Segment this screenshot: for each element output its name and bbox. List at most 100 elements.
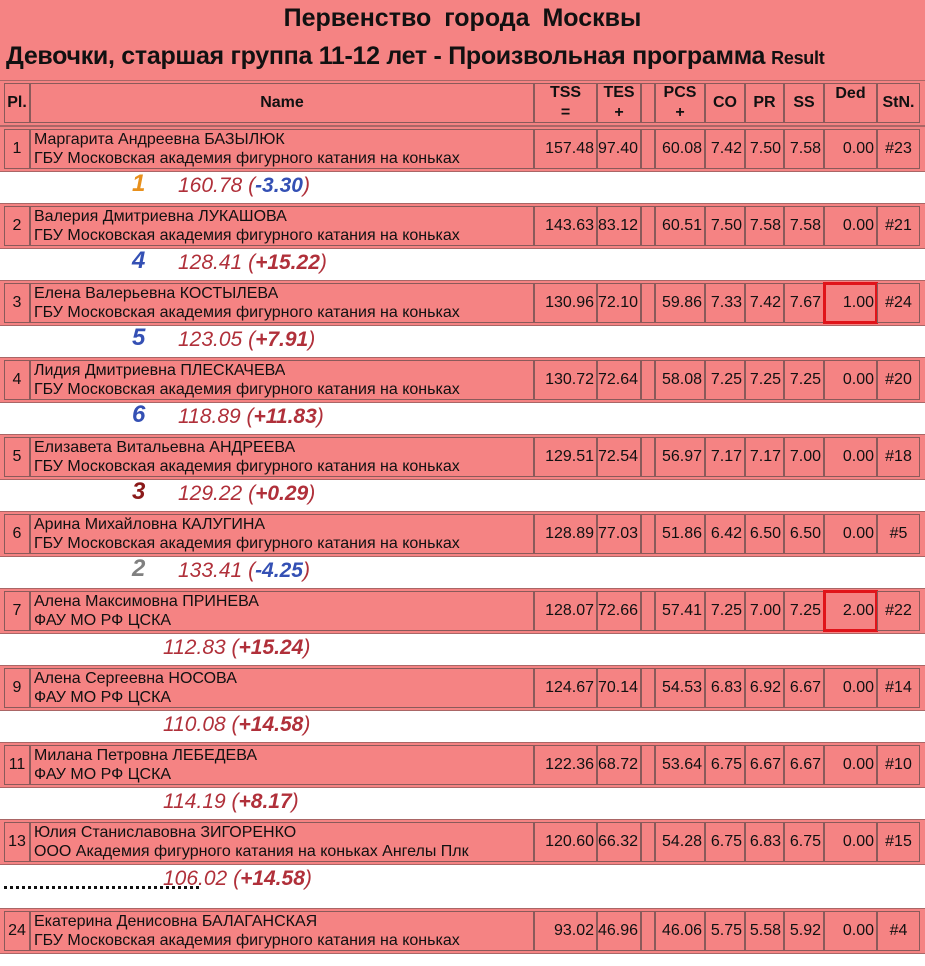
header-pcs: PCS + — [655, 83, 705, 123]
score-delta: +7.91 — [255, 328, 309, 351]
pcs-cell: 46.06 — [655, 911, 705, 951]
stn-cell: #14 — [877, 668, 920, 708]
co-cell: 6.75 — [705, 822, 745, 862]
pcs-cell: 56.97 — [655, 437, 705, 477]
name-cell: Лидия Дмитриевна ПЛЕСКАЧЕВА ГБУ Московск… — [30, 360, 534, 400]
co-cell: 7.25 — [705, 591, 745, 631]
ss-cell: 7.25 — [784, 360, 824, 400]
stn-cell: #5 — [877, 514, 920, 554]
skater-name: Екатерина Денисовна БАЛАГАНСКАЯ — [34, 913, 318, 930]
score-text: 110.08 (+14.58) — [163, 713, 311, 736]
skater-name: Алена Сергеевна НОСОВА — [34, 670, 237, 687]
tss-cell: 143.63 — [534, 206, 597, 246]
tss-cell: 130.72 — [534, 360, 597, 400]
table-row: 24 Екатерина Денисовна БАЛАГАНСКАЯ ГБУ М… — [0, 908, 925, 954]
score-delta: +0.29 — [255, 482, 309, 505]
stn-cell: #10 — [877, 745, 920, 785]
tss-cell: 122.36 — [534, 745, 597, 785]
place-cell: 1 — [4, 129, 30, 169]
score-annotation: 114.19 (+8.17) — [0, 788, 925, 818]
rank-number: 1 — [132, 170, 146, 197]
ss-cell: 7.25 — [784, 591, 824, 631]
spacer-cell — [641, 437, 655, 477]
skater-name: Арина Михайловна КАЛУГИНА — [34, 516, 266, 533]
ded-cell: 0.00 — [824, 437, 877, 477]
name-cell: Алена Сергеевна НОСОВА ФАУ МО РФ ЦСКА — [30, 668, 534, 708]
header-pl: Pl. — [4, 83, 30, 123]
score-annotation: 6 118.89 (+11.83) — [0, 401, 925, 433]
co-cell: 7.25 — [705, 360, 745, 400]
header-co: CO — [705, 83, 745, 123]
score-text: 160.78 (-3.30) — [178, 174, 310, 197]
stn-cell: #22 — [877, 591, 920, 631]
tss-cell: 129.51 — [534, 437, 597, 477]
header-tss-sub: = — [560, 104, 571, 121]
skater-name: Елизавета Витальевна АНДРЕЕВА — [34, 439, 296, 456]
score-value: 129.22 — [178, 482, 243, 505]
stn-cell: #20 — [877, 360, 920, 400]
score-text: 128.41 (+15.22) — [178, 251, 327, 274]
skater-name: Валерия Дмитриевна ЛУКАШОВА — [34, 208, 287, 225]
ss-cell: 6.67 — [784, 745, 824, 785]
ded-cell: 2.00 — [823, 590, 878, 632]
skater-name: Милана Петровна ЛЕБЕДЕВА — [34, 747, 258, 764]
score-value: 118.89 — [178, 405, 241, 428]
stn-cell: #4 — [877, 911, 920, 951]
table-row: 2 Валерия Дмитриевна ЛУКАШОВА ГБУ Москов… — [0, 203, 925, 249]
rank-number: 6 — [132, 401, 146, 428]
spacer-cell — [641, 360, 655, 400]
ded-cell: 0.00 — [824, 745, 877, 785]
pcs-cell: 59.86 — [655, 283, 705, 323]
score-annotation: 112.83 (+15.24) — [0, 634, 925, 664]
spacer-cell — [641, 745, 655, 785]
skater-name: Елена Валерьевна КОСТЫЛЕВА — [34, 285, 279, 302]
header-tss-label: TSS — [549, 84, 582, 101]
score-annotation: 4 128.41 (+15.22) — [0, 247, 925, 279]
table-row: 7 Алена Максимовна ПРИНЕВА ФАУ МО РФ ЦСК… — [0, 588, 925, 634]
score-text: 133.41 (-4.25) — [178, 559, 310, 582]
club-name: ФАУ МО РФ ЦСКА — [34, 612, 172, 629]
ss-cell: 7.58 — [784, 129, 824, 169]
ded-cell: 1.00 — [823, 282, 878, 324]
header-name-label: Name — [260, 94, 304, 111]
club-name: ФАУ МО РФ ЦСКА — [34, 766, 172, 783]
stn-cell: #24 — [877, 283, 920, 323]
score-delta: -3.30 — [255, 174, 303, 197]
tes-cell: 66.32 — [597, 822, 641, 862]
co-cell: 7.50 — [705, 206, 745, 246]
spacer-cell — [641, 129, 655, 169]
score-text: 129.22 (+0.29) — [178, 482, 316, 505]
title-band: Первенство города Москвы Девочки, старша… — [0, 0, 925, 80]
tes-cell: 72.66 — [597, 591, 641, 631]
score-value: 114.19 — [163, 790, 226, 813]
co-cell: 6.75 — [705, 745, 745, 785]
tss-cell: 157.48 — [534, 129, 597, 169]
name-cell: Маргарита Андреевна БАЗЫЛЮК ГБУ Московск… — [30, 129, 534, 169]
header-tss: TSS = — [534, 83, 597, 123]
ded-cell: 0.00 — [824, 911, 877, 951]
co-cell: 7.42 — [705, 129, 745, 169]
header-pcs-label: PCS — [663, 84, 697, 101]
ded-cell: 0.00 — [824, 822, 877, 862]
score-text: 123.05 (+7.91) — [178, 328, 316, 351]
header-name: Name — [30, 83, 534, 123]
header-tes-sub: + — [614, 104, 624, 121]
ss-cell: 7.67 — [784, 283, 824, 323]
pcs-cell: 53.64 — [655, 745, 705, 785]
table-row: 6 Арина Михайловна КАЛУГИНА ГБУ Московск… — [0, 511, 925, 557]
pr-cell: 6.83 — [745, 822, 784, 862]
spacer-cell — [641, 591, 655, 631]
table-header: Pl. Name TSS = TES + PCS + CO PR SS Ded StN… — [0, 80, 925, 126]
table-row: 11 Милана Петровна ЛЕБЕДЕВА ФАУ МО РФ ЦС… — [0, 742, 925, 788]
club-name: ФАУ МО РФ ЦСКА — [34, 689, 172, 706]
name-cell: Арина Михайловна КАЛУГИНА ГБУ Московская… — [30, 514, 534, 554]
name-cell: Валерия Дмитриевна ЛУКАШОВА ГБУ Московск… — [30, 206, 534, 246]
score-delta: -4.25 — [255, 559, 303, 582]
tes-cell: 97.40 — [597, 129, 641, 169]
tss-cell: 128.89 — [534, 514, 597, 554]
header-ded: Ded — [824, 83, 877, 123]
score-delta: +11.83 — [253, 405, 317, 428]
table-row: 4 Лидия Дмитриевна ПЛЕСКАЧЕВА ГБУ Москов… — [0, 357, 925, 403]
place-cell: 2 — [4, 206, 30, 246]
rank-number: 5 — [132, 324, 146, 351]
